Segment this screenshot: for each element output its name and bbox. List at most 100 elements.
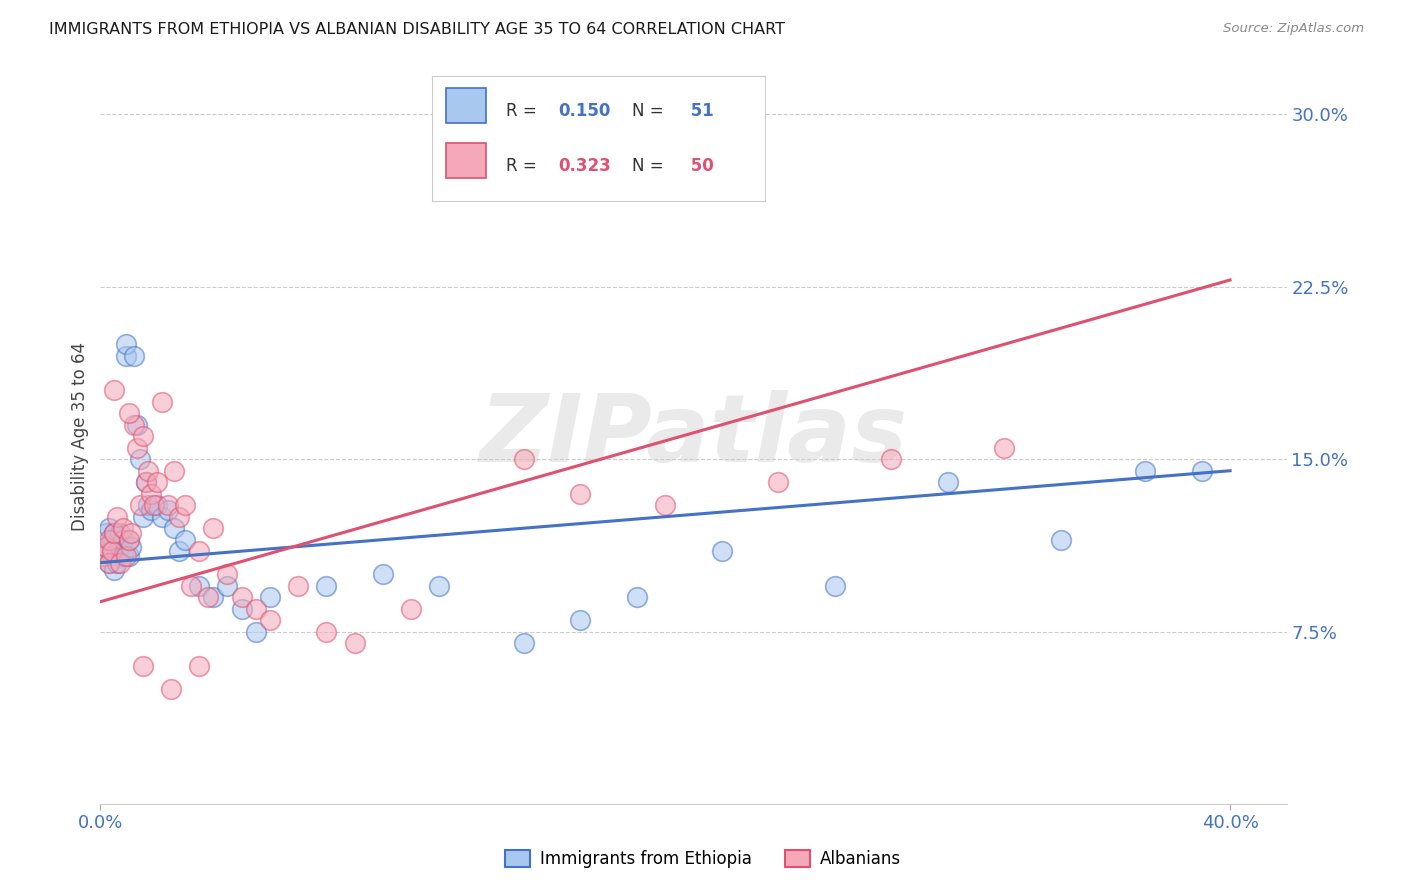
Point (157, 503, 180, 517)
Point (103, 525, 125, 540)
Point (188, 544, 211, 558)
Point (371, 567, 394, 582)
Point (1135, 464, 1157, 478)
Point (188, 579, 211, 593)
Point (100, 544, 122, 558)
Y-axis label: Disability Age 35 to 64: Disability Age 35 to 64 (72, 342, 89, 531)
Point (152, 394, 174, 409)
Point (1191, 464, 1213, 478)
Point (114, 549, 136, 563)
Point (766, 475, 789, 490)
Point (259, 590, 281, 604)
Point (160, 681, 183, 696)
Point (427, 579, 450, 593)
Point (117, 406, 139, 420)
Point (399, 601, 422, 615)
Point (94, 540, 117, 554)
Point (117, 549, 139, 563)
Point (132, 509, 155, 524)
Point (132, 659, 155, 673)
Point (163, 521, 186, 535)
Point (103, 384, 125, 398)
Point (94, 540, 117, 554)
Point (111, 533, 134, 547)
Point (143, 498, 166, 512)
Text: Source: ZipAtlas.com: Source: ZipAtlas.com (1223, 22, 1364, 36)
Text: IMMIGRANTS FROM ETHIOPIA VS ALBANIAN DISABILITY AGE 35 TO 64 CORRELATION CHART: IMMIGRANTS FROM ETHIOPIA VS ALBANIAN DIS… (49, 22, 785, 37)
Point (343, 636, 366, 650)
Point (146, 498, 169, 512)
Point (141, 486, 163, 500)
Point (120, 525, 142, 540)
Point (152, 509, 174, 524)
Point (97, 556, 120, 570)
Point (457, 153, 479, 168)
Point (91, 549, 114, 563)
Point (315, 579, 337, 593)
Point (97, 521, 120, 535)
Point (936, 475, 959, 490)
Point (91, 544, 114, 558)
Point (231, 601, 253, 615)
Point (626, 590, 648, 604)
Point (217, 579, 239, 593)
Point (135, 475, 157, 490)
Point (103, 563, 125, 577)
Point (114, 337, 136, 351)
Point (108, 556, 131, 570)
Point (103, 525, 125, 540)
Point (105, 544, 128, 558)
Point (231, 590, 253, 604)
Point (202, 521, 225, 535)
Point (169, 509, 191, 524)
Point (169, 544, 191, 558)
Point (180, 579, 202, 593)
Point (569, 613, 592, 627)
Point (97, 533, 120, 547)
Point (128, 498, 150, 512)
Point (120, 540, 142, 554)
Point (710, 544, 733, 558)
Point (188, 659, 211, 673)
Point (122, 349, 145, 363)
Point (100, 533, 122, 547)
Point (259, 613, 281, 627)
Point (1049, 533, 1071, 547)
Point (174, 533, 197, 547)
Point (217, 567, 239, 582)
Point (654, 498, 676, 512)
Point (569, 486, 592, 500)
Point (105, 509, 128, 524)
Point (287, 579, 309, 593)
Point (157, 498, 180, 512)
Point (94, 525, 117, 540)
Point (245, 624, 267, 639)
Point (105, 556, 128, 570)
Point (122, 417, 145, 432)
Point (135, 475, 157, 490)
Point (197, 590, 219, 604)
Point (111, 549, 134, 563)
Legend: Immigrants from Ethiopia, Albanians: Immigrants from Ethiopia, Albanians (498, 843, 908, 875)
Point (824, 579, 846, 593)
Point (138, 498, 160, 512)
Point (138, 464, 160, 478)
Point (163, 464, 186, 478)
Point (993, 441, 1015, 455)
Point (245, 601, 267, 615)
Text: ZIPatlas: ZIPatlas (479, 391, 907, 483)
Point (108, 540, 131, 554)
Point (132, 429, 155, 443)
Point (128, 452, 150, 467)
Point (202, 590, 225, 604)
Point (513, 452, 536, 467)
Point (141, 503, 163, 517)
Point (114, 349, 136, 363)
Point (125, 441, 148, 455)
Point (111, 521, 134, 535)
Point (117, 533, 139, 547)
Point (174, 498, 197, 512)
Point (97, 556, 120, 570)
Point (125, 417, 148, 432)
Point (146, 475, 169, 490)
